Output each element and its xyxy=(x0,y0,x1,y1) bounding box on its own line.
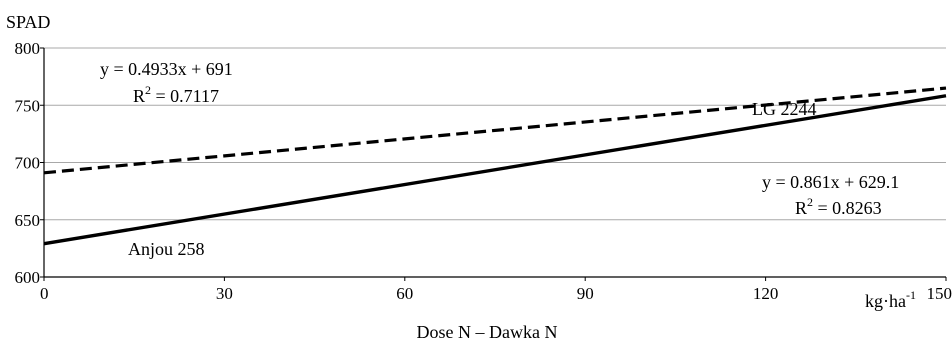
x-axis-unit-superscript: -1 xyxy=(906,288,916,302)
y-tick-label: 650 xyxy=(15,211,41,230)
series-line-anjou-258 xyxy=(43,94,947,246)
series-label-lg-2244: LG 2244 xyxy=(752,99,817,119)
r-squared-anjou-258-superscript: 2 xyxy=(807,195,813,209)
x-tick-label: 0 xyxy=(40,284,49,303)
y-tick-label: 600 xyxy=(15,268,41,287)
x-axis-unit-text: kg·ha xyxy=(865,291,906,311)
y-tick-labels: 600 650 700 750 800 xyxy=(15,39,44,287)
y-axis-label: SPAD xyxy=(6,12,50,32)
r-squared-lg-2244-prefix: R xyxy=(133,86,145,106)
x-axis-label: Dose N – Dawka N xyxy=(417,322,558,340)
r-squared-anjou-258-prefix: R xyxy=(795,198,807,218)
series-lines xyxy=(43,86,947,246)
x-tick-label: 150 xyxy=(927,284,952,303)
x-tick-label: 30 xyxy=(216,284,233,303)
y-tick-label: 700 xyxy=(15,154,41,173)
r-squared-anjou-258-value: = 0.8263 xyxy=(813,198,882,218)
equation-anjou-258: y = 0.861x + 629.1 xyxy=(762,172,899,192)
series-line-lg-2244 xyxy=(43,86,947,175)
r-squared-lg-2244-value: = 0.7117 xyxy=(151,86,219,106)
series-label-anjou-258: Anjou 258 xyxy=(128,239,205,259)
x-axis-unit: kg·ha-1 xyxy=(865,288,916,311)
x-tick-label: 60 xyxy=(396,284,413,303)
equation-lg-2244: y = 0.4933x + 691 xyxy=(100,59,233,79)
grid-lines xyxy=(44,47,946,221)
r-squared-lg-2244-superscript: 2 xyxy=(145,83,151,97)
y-tick-label: 800 xyxy=(15,39,41,58)
y-tick-label: 750 xyxy=(15,96,41,115)
x-tick-label: 90 xyxy=(577,284,594,303)
r-squared-anjou-258: R2 = 0.8263 xyxy=(795,195,882,218)
x-tick-labels: 0 30 60 90 120 150 xyxy=(40,277,952,303)
x-tick-label: 120 xyxy=(753,284,779,303)
r-squared-lg-2244: R2 = 0.7117 xyxy=(133,83,219,106)
